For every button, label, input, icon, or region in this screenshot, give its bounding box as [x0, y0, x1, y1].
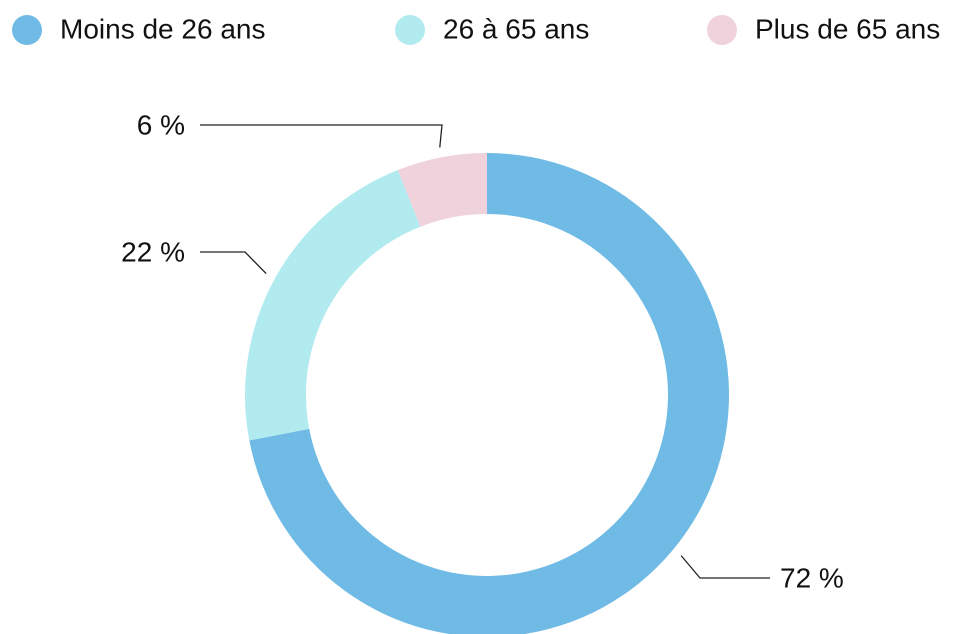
legend-swatch: [12, 15, 42, 45]
data-label: 6 %: [137, 109, 185, 140]
legend-swatch: [395, 15, 425, 45]
donut-segment: [244, 169, 421, 441]
leader-line: [200, 251, 267, 275]
legend-label: Plus de 65 ans: [755, 13, 940, 44]
data-label: 22 %: [121, 236, 185, 267]
leader-line: [200, 124, 443, 148]
legend-label: 26 à 65 ans: [443, 13, 589, 44]
legend-swatch: [707, 15, 737, 45]
data-label: 72 %: [780, 562, 844, 593]
legend-label: Moins de 26 ans: [60, 13, 265, 44]
donut-segment: [397, 153, 487, 227]
leader-line: [680, 555, 770, 579]
